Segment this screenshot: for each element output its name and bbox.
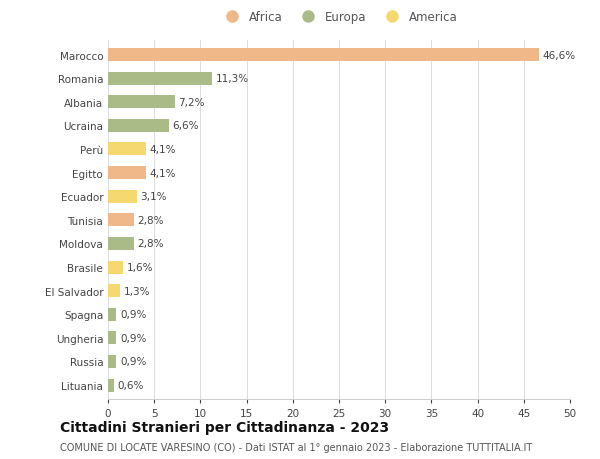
Text: 2,8%: 2,8% <box>137 239 164 249</box>
Bar <box>108 379 113 392</box>
Bar <box>108 237 134 250</box>
Bar <box>108 355 116 368</box>
Bar <box>108 120 169 133</box>
Text: 6,6%: 6,6% <box>173 121 199 131</box>
Text: 2,8%: 2,8% <box>137 215 164 225</box>
Bar <box>108 49 539 62</box>
Text: 0,9%: 0,9% <box>120 357 146 367</box>
Bar <box>108 73 212 85</box>
Text: 4,1%: 4,1% <box>149 145 176 155</box>
Text: 4,1%: 4,1% <box>149 168 176 178</box>
Bar <box>108 143 146 156</box>
Text: 3,1%: 3,1% <box>140 192 167 202</box>
Bar <box>108 261 123 274</box>
Text: 0,9%: 0,9% <box>120 333 146 343</box>
Text: COMUNE DI LOCATE VARESINO (CO) - Dati ISTAT al 1° gennaio 2023 - Elaborazione TU: COMUNE DI LOCATE VARESINO (CO) - Dati IS… <box>60 442 532 452</box>
Text: Cittadini Stranieri per Cittadinanza - 2023: Cittadini Stranieri per Cittadinanza - 2… <box>60 420 389 434</box>
Text: 1,6%: 1,6% <box>127 263 153 273</box>
Text: 0,6%: 0,6% <box>117 380 143 390</box>
Bar <box>108 190 137 203</box>
Legend: Africa, Europa, America: Africa, Europa, America <box>220 11 458 24</box>
Bar <box>108 96 175 109</box>
Bar <box>108 308 116 321</box>
Text: 7,2%: 7,2% <box>178 98 205 107</box>
Text: 46,6%: 46,6% <box>542 50 575 61</box>
Bar <box>108 331 116 345</box>
Text: 1,3%: 1,3% <box>124 286 150 296</box>
Text: 0,9%: 0,9% <box>120 309 146 319</box>
Bar <box>108 214 134 227</box>
Bar <box>108 167 146 179</box>
Text: 11,3%: 11,3% <box>216 74 249 84</box>
Bar <box>108 285 120 297</box>
